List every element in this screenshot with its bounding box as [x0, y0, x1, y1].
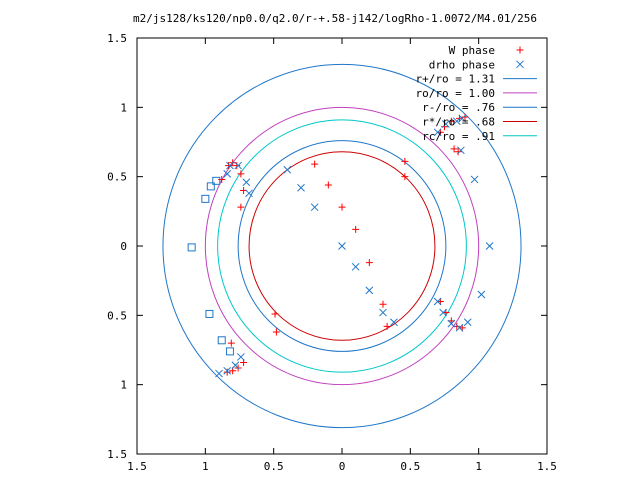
x-tick-label-4: 0.5 [400, 460, 420, 473]
x-tick-label-0: 1.5 [127, 460, 147, 473]
data-point-0-18 [227, 339, 235, 347]
data-point-1-29 [457, 146, 465, 155]
data-point-0-20 [441, 123, 448, 131]
data-point-1-9 [226, 161, 234, 170]
data-point-1-19 [452, 117, 461, 126]
circle-0 [162, 63, 522, 429]
data-point-1-24 [455, 323, 464, 332]
series-0 [218, 113, 469, 376]
data-point-0-8 [225, 162, 233, 170]
data-point-1-18 [442, 120, 450, 128]
data-point-0-1 [324, 181, 332, 189]
data-points [187, 113, 494, 378]
y-tick-label-1: 1 [120, 379, 127, 392]
data-point-1-4 [351, 262, 360, 271]
data-point-0-10 [233, 162, 241, 170]
data-point-1-22 [439, 308, 447, 317]
legend-marker-0 [516, 46, 524, 54]
data-point-2-1 [205, 309, 214, 318]
data-point-1-27 [485, 242, 494, 250]
y-tick-label-2: 0.5 [107, 309, 127, 322]
legend-label-2: r+/ro = 1.31 [416, 73, 495, 86]
legend-label-1: drho phase [429, 58, 495, 71]
data-point-0-32 [401, 173, 409, 181]
x-tick-label-6: 1.5 [537, 460, 557, 473]
y-tick-label-6: 1.5 [107, 32, 127, 45]
data-point-0-6 [383, 322, 391, 330]
x-tick-label-2: 0.5 [264, 460, 284, 473]
data-point-0-0 [311, 160, 319, 168]
circle-1 [204, 106, 480, 386]
data-point-1-16 [237, 353, 245, 361]
series-1 [215, 114, 494, 378]
data-point-2-6 [212, 176, 221, 185]
data-point-0-31 [401, 157, 409, 165]
data-point-1-6 [379, 308, 387, 317]
data-point-1-17 [433, 128, 442, 137]
data-point-1-26 [470, 175, 479, 184]
data-point-1-12 [245, 189, 253, 198]
reference-circles [162, 63, 522, 429]
data-point-1-25 [463, 318, 472, 327]
data-point-1-14 [223, 366, 232, 375]
circle-3 [248, 151, 436, 341]
data-point-1-8 [223, 170, 232, 178]
data-point-2-0 [187, 243, 196, 252]
legend-label-0: W phase [449, 44, 495, 57]
data-point-2-2 [201, 194, 210, 203]
legend-label-6: rc/ro = .91 [422, 130, 495, 143]
legend-label-3: ro/ro = 1.00 [416, 87, 495, 100]
data-point-1-20 [458, 114, 467, 123]
y-tick-label-0: 1.5 [107, 448, 127, 461]
legend-label-4: r-/ro = .76 [422, 101, 495, 114]
data-point-1-13 [215, 369, 223, 378]
data-point-0-13 [237, 203, 245, 211]
y-tick-label-4: 0.5 [107, 171, 127, 184]
y-tick-label-5: 1 [120, 101, 127, 114]
x-tick-label-1: 1 [202, 460, 209, 473]
data-point-1-3 [338, 242, 346, 250]
data-point-2-4 [217, 336, 226, 345]
data-point-0-25 [454, 148, 462, 156]
data-point-1-5 [365, 286, 374, 295]
data-point-1-11 [242, 178, 251, 187]
circle-2 [237, 140, 447, 352]
data-point-0-24 [450, 145, 458, 153]
data-point-1-2 [310, 203, 319, 212]
x-tick-label-5: 1 [475, 460, 482, 473]
y-tick-label-3: 0 [120, 240, 127, 253]
data-point-0-4 [365, 259, 373, 267]
data-point-2-5 [225, 347, 234, 356]
data-point-2-3 [206, 182, 215, 191]
data-point-0-3 [352, 225, 360, 233]
data-point-1-28 [477, 290, 486, 299]
data-point-1-21 [433, 297, 442, 306]
data-point-0-17 [223, 368, 231, 376]
x-tick-label-3: 0 [339, 460, 346, 473]
data-point-1-15 [231, 361, 240, 370]
data-point-0-33 [271, 310, 279, 318]
data-point-1-10 [234, 161, 242, 170]
series-2 [187, 176, 234, 356]
data-point-1-0 [283, 165, 292, 174]
data-point-1-1 [297, 183, 305, 192]
data-point-0-11 [237, 170, 245, 178]
data-point-1-23 [447, 319, 456, 328]
circle-4 [217, 119, 467, 373]
legend-label-5: r*/ro = .68 [422, 116, 495, 129]
data-point-0-5 [379, 300, 387, 308]
legend-marker-1 [516, 60, 524, 69]
data-point-0-34 [272, 328, 280, 336]
chart-title: m2/js128/ks120/np0.0/q2.0/r-+.58-j142/lo… [133, 12, 537, 25]
data-point-0-23 [461, 113, 469, 121]
data-point-1-7 [390, 318, 398, 327]
data-point-0-2 [338, 203, 346, 211]
